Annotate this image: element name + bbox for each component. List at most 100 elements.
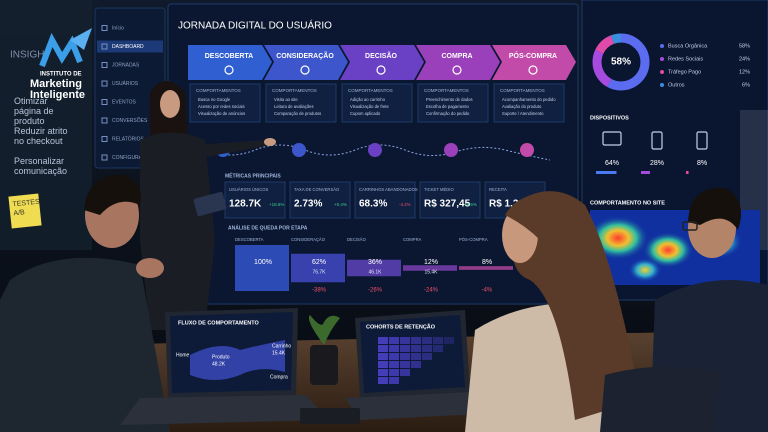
cohort-cell <box>433 345 443 352</box>
stage-name: DECISÃO <box>365 51 397 60</box>
funnel-share: 62% <box>312 259 326 266</box>
behavior-item: Cupom aplicado <box>350 111 381 116</box>
sidebar-icon <box>101 25 108 31</box>
device-bar <box>641 171 650 174</box>
behavior-box <box>493 83 565 123</box>
metric-label: USUÁRIOS ÚNICOS <box>229 187 269 192</box>
device-share: 28% <box>650 160 664 167</box>
donut-arc <box>592 33 650 91</box>
funnel-users: 76.7K <box>312 269 326 275</box>
sidebar-item: CONVERSÕES <box>112 117 148 124</box>
legend-value: 58% <box>739 43 750 49</box>
behavior-item: Visualização de anúncios <box>198 111 245 116</box>
metric-card <box>354 181 416 219</box>
funnel-drop: -38% <box>312 288 327 294</box>
sidebar-item: USUÁRIOS <box>112 80 139 87</box>
behavior-item: Visualização de frete <box>350 104 389 109</box>
behavior-box <box>189 83 261 123</box>
flow-node: 15.4K <box>272 350 286 356</box>
logo-text: INSTITUTO DE <box>40 72 82 78</box>
sidebar-item: Início <box>112 25 124 31</box>
cohort-cell <box>444 337 454 344</box>
cohort-cell <box>400 361 410 368</box>
behavior-item: Acompanhamento do pedido <box>502 97 556 102</box>
board-title: INSIGH <box>10 50 44 61</box>
cohort-cell <box>411 353 421 360</box>
journey-dot <box>368 143 382 157</box>
funnel-share: 36% <box>368 259 382 266</box>
cohort-cell <box>378 361 388 368</box>
legend-dot <box>660 70 664 74</box>
device-bar <box>686 171 689 174</box>
behavior-item: Suporte / Atendimento <box>502 111 544 116</box>
screen-title: JORNADA DIGITAL DO USUÁRIO <box>178 19 332 32</box>
stage-arrow <box>264 45 348 80</box>
cohort-cell <box>389 377 399 384</box>
behavior-item: Escolha de pagamento <box>426 104 470 109</box>
funnel-share: 100% <box>254 259 272 266</box>
behavior-heading: COMPORTAMENTOS <box>348 88 393 93</box>
behavior-item: Confirmação do pedido <box>426 111 470 116</box>
cohort-cell <box>411 337 421 344</box>
behavior-item: Adição ao carrinho <box>350 97 386 102</box>
stage-icon <box>528 65 538 75</box>
cohort-cell <box>389 345 399 352</box>
cohort-cell <box>433 337 443 344</box>
metric-label: TAXA DE CONVERSÃO <box>294 187 340 192</box>
cohort-cell <box>422 337 432 344</box>
legend-name: Redes Sociais <box>668 56 703 62</box>
metric-change: +8.5% <box>464 202 477 207</box>
funnel-bar <box>235 245 289 291</box>
sidebar-item: JORNADAS <box>112 62 140 68</box>
behavior-item: Avaliação do produto <box>502 104 542 109</box>
behavior-item: Comparação de produtos <box>274 111 321 116</box>
stage-icon <box>224 65 234 75</box>
metric-change: -4.2% <box>399 202 411 207</box>
behavior-box <box>417 83 489 123</box>
journey-dot <box>292 143 306 157</box>
sticky-note <box>8 193 42 229</box>
metric-change: +18.6% <box>269 202 284 207</box>
behavior-item: Preenchimento de dados <box>426 97 473 102</box>
journey-dot <box>520 143 534 157</box>
funnel-drop: -4% <box>482 288 493 294</box>
flow-node: Compra <box>270 374 288 380</box>
legend-name: Outros <box>668 82 685 88</box>
device-icon <box>696 131 708 150</box>
cohort-cell <box>378 345 388 352</box>
sidebar-icon <box>101 154 108 161</box>
sidebar-icon <box>101 136 108 142</box>
behavior-heading: COMPORTAMENTOS <box>272 88 317 93</box>
logo-text: Marketing <box>30 78 82 90</box>
legend-name: Busca Orgânica <box>668 43 708 49</box>
logo-mark <box>39 28 92 68</box>
sidebar-item: CONFIGURAÇÕES <box>112 154 157 161</box>
sidebar-item: EVENTOS <box>112 99 136 105</box>
cohort-cell <box>378 369 388 376</box>
metric-label: CARRINHOS ABANDONADOS <box>359 187 418 192</box>
metric-value: 128.7K <box>229 199 262 210</box>
cohort-cell <box>411 345 421 352</box>
metric-card <box>224 181 286 219</box>
person-right <box>600 187 768 432</box>
stage-arrow <box>416 45 500 80</box>
funnel-users: 15.4K <box>424 269 438 275</box>
funnel-share: 8% <box>482 259 492 266</box>
board-item: Otimizar página de produto <box>14 96 54 126</box>
legend-value: 6% <box>742 82 750 88</box>
device-share: 8% <box>697 160 707 167</box>
cohort-cell <box>389 353 399 360</box>
sidebar-icon <box>101 43 108 50</box>
cohort-cell <box>422 353 432 360</box>
stage-arrow <box>492 45 576 80</box>
behavior-heading: COMPORTAMENTOS <box>424 88 469 93</box>
behavior-item: Busca no Google <box>198 97 231 102</box>
behavior-item: Leitura de avaliações <box>274 104 314 109</box>
legend-dot <box>660 83 664 87</box>
presenter <box>140 81 276 330</box>
cohort-cell <box>378 377 388 384</box>
cohort-grid <box>378 337 454 384</box>
screen-content: Início DASHBOARD JORNADAS USUÁRIOS EVENTOS CO… <box>97 19 760 294</box>
behavior-heading: COMPORTAMENTOS <box>500 88 545 93</box>
